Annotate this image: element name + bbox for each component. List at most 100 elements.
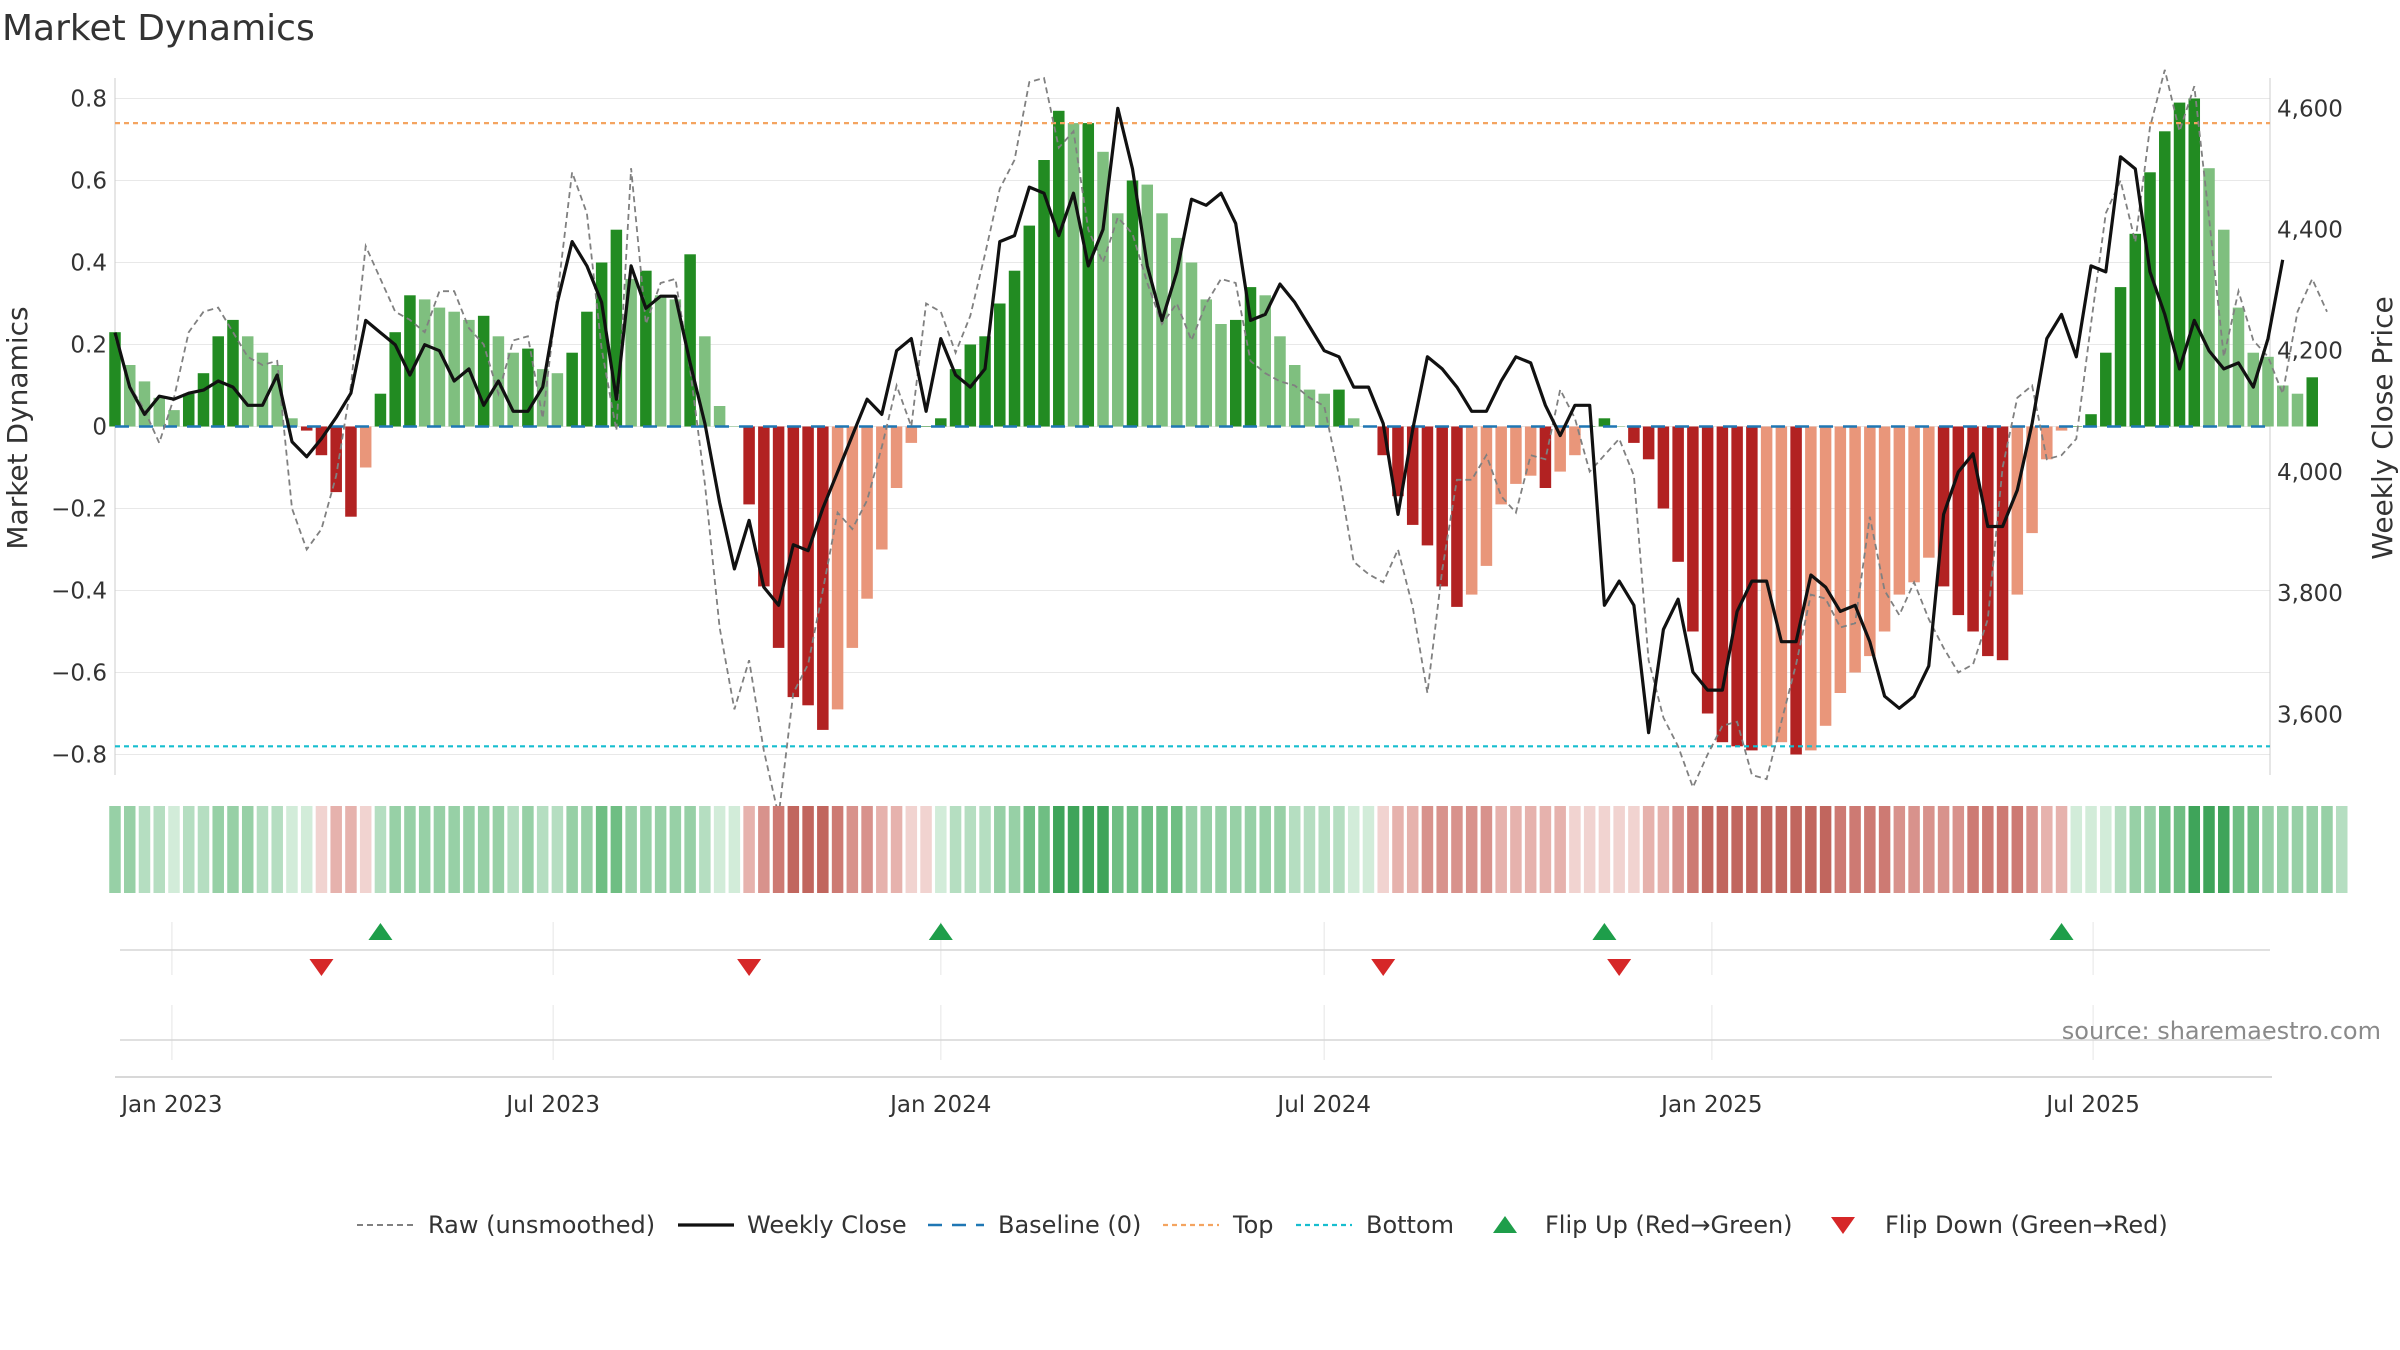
dynamics-bar [2070, 426, 2083, 427]
y-left-tick-label: 0.4 [70, 251, 107, 277]
dynamics-bar [581, 311, 593, 427]
dynamics-bar [522, 348, 534, 427]
regime-band-cell [1746, 806, 1758, 893]
dynamics-bar [271, 365, 283, 427]
regime-band-cell [256, 806, 269, 893]
regime-band-cell [2011, 806, 2024, 893]
dynamics-bar [536, 369, 549, 427]
legend-flip-up-label: Flip Up (Red→Green) [1545, 1211, 1793, 1239]
dynamics-bar [1893, 426, 1906, 595]
regime-band-cell [949, 806, 962, 893]
regime-band-cell [2203, 806, 2215, 893]
regime-band-cell [1628, 806, 1640, 893]
regime-band-cell [1392, 806, 1404, 893]
dynamics-bar [1775, 426, 1788, 743]
regime-band-cell [182, 806, 195, 893]
dynamics-bar [389, 332, 401, 427]
regime-band-cell [625, 806, 637, 893]
regime-band-cell [1805, 806, 1817, 893]
regime-band-cell [2306, 806, 2318, 893]
dynamics-bar [1878, 426, 1891, 632]
dynamics-bar [182, 393, 195, 427]
regime-band-cell [1244, 806, 1257, 893]
regime-band-cell [227, 806, 239, 893]
regime-band-cell [1937, 806, 1950, 893]
dynamics-bar [2188, 98, 2201, 427]
regime-band-cell [1333, 806, 1345, 893]
regime-band-cell [286, 806, 298, 893]
dynamics-bar [2218, 229, 2230, 427]
dynamics-bar [1112, 213, 1124, 427]
regime-band-cell [418, 806, 431, 893]
dynamics-bar [477, 315, 490, 427]
dynamics-bar [2159, 131, 2171, 427]
dynamics-bar [448, 311, 460, 427]
regime-band-cell [404, 806, 416, 893]
regime-band-cell [817, 806, 829, 893]
dynamics-bar [359, 426, 372, 468]
dynamics-bar [1996, 426, 2009, 661]
regime-band-cell [994, 806, 1006, 893]
dynamics-bar [905, 426, 918, 443]
dynamics-bar [1746, 426, 1758, 751]
regime-band-cell [1554, 806, 1566, 893]
regime-band-cell [1864, 806, 1876, 893]
dynamics-bar [935, 418, 947, 427]
dynamics-bar [2041, 426, 2053, 460]
regime-band-cell [1156, 806, 1168, 893]
legend-bottom-label: Bottom [1366, 1211, 1454, 1239]
dynamics-bar [1465, 426, 1478, 595]
regime-band-cell [2100, 806, 2112, 893]
regime-band-cell [2321, 806, 2333, 893]
regime-band-cell [477, 806, 490, 893]
regime-band-cell [964, 806, 977, 893]
x-tick-label: Jan 2024 [888, 1092, 991, 1118]
dynamics-bar [1185, 262, 1198, 427]
regime-band-cell [522, 806, 534, 893]
regime-band-cell [1274, 806, 1286, 893]
regime-band-cell [1465, 806, 1478, 893]
regime-band-cell [1288, 806, 1301, 893]
dynamics-bar [1834, 426, 1847, 693]
dynamics-bar [1495, 426, 1507, 505]
regime-band-cell [2262, 806, 2274, 893]
x-tick-label: Jul 2024 [1275, 1092, 1371, 1118]
dynamics-bar [1539, 426, 1552, 488]
y-left-tick-label: −0.4 [51, 579, 107, 605]
regime-band-cell [1701, 806, 1714, 893]
regime-band-cell [1510, 806, 1522, 893]
regime-band-cell [2173, 806, 2186, 893]
dynamics-bar [876, 426, 888, 550]
dynamics-bar [1421, 426, 1434, 546]
dynamics-bar [1008, 270, 1021, 427]
dynamics-bar [654, 295, 667, 427]
regime-band-cell [2218, 806, 2230, 893]
regime-band-cell [315, 806, 328, 893]
regime-band-cell [1923, 806, 1935, 893]
regime-band-cell [2129, 806, 2142, 893]
dynamics-bar [1672, 426, 1684, 562]
dynamics-bar [2011, 426, 2024, 595]
regime-band-cell [1362, 806, 1375, 893]
regime-band-cell [1775, 806, 1788, 893]
regime-band-cell [1053, 806, 1065, 893]
regime-band-cell [1008, 806, 1021, 893]
y-right-tick-label: 3,600 [2277, 702, 2343, 728]
x-tick-label: Jul 2025 [2044, 1092, 2140, 1118]
regime-band-cell [1406, 806, 1419, 893]
dynamics-bar [861, 426, 873, 599]
regime-band-cell [168, 806, 180, 893]
dynamics-bar [463, 319, 475, 427]
dynamics-bar [772, 426, 785, 648]
dynamics-bar [168, 410, 180, 427]
dynamics-bar [1731, 426, 1743, 747]
dynamics-bar [566, 352, 578, 427]
dynamics-bar [610, 229, 623, 427]
regime-band-cell [448, 806, 460, 893]
regime-band-cell [1097, 806, 1109, 893]
dynamics-bar [2085, 414, 2097, 427]
regime-band-cell [1849, 806, 1861, 893]
regime-band-cell [1421, 806, 1434, 893]
regime-band-cell [640, 806, 652, 893]
dynamics-bar [994, 303, 1006, 427]
